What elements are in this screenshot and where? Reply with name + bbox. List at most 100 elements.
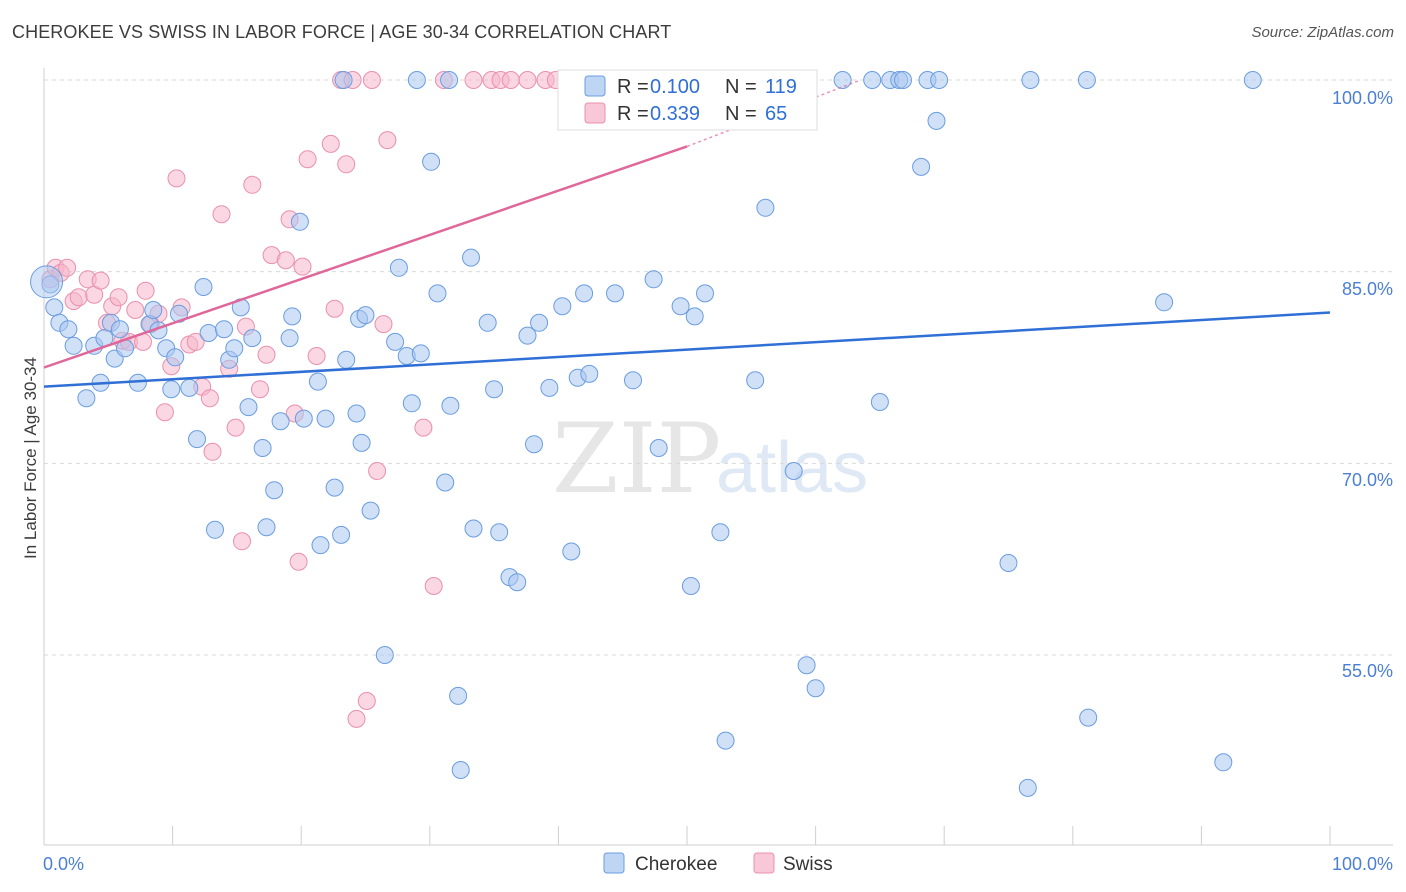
cherokee-point <box>145 302 162 319</box>
cherokee-point <box>216 321 233 338</box>
cherokee-point <box>65 337 82 354</box>
cherokee-point <box>479 314 496 331</box>
legend-r-value-swiss: 0.339 <box>650 103 700 125</box>
cherokee-point <box>31 266 63 298</box>
swiss-point <box>358 693 375 710</box>
y-tick-label-70: 70.0% <box>1342 470 1393 490</box>
legend-r-label-swiss: R = <box>617 103 649 125</box>
swiss-point <box>70 289 87 306</box>
cherokee-point <box>697 285 714 302</box>
cherokee-point <box>452 762 469 779</box>
swiss-point <box>110 289 127 306</box>
cherokee-point <box>390 259 407 276</box>
cherokee-point <box>1156 294 1173 311</box>
cherokee-point <box>1019 779 1036 796</box>
cherokee-point <box>167 349 184 366</box>
swiss-point <box>59 259 76 276</box>
swiss-point <box>415 419 432 436</box>
cherokee-point <box>798 657 815 674</box>
cherokee-point <box>272 413 289 430</box>
cherokee-point <box>717 732 734 749</box>
cherokee-point <box>747 372 764 389</box>
swiss-point <box>227 419 244 436</box>
cherokee-point <box>312 537 329 554</box>
swiss-point <box>127 302 144 319</box>
cherokee-point <box>1000 555 1017 572</box>
swiss-point <box>252 381 269 398</box>
swiss-point <box>156 404 173 421</box>
cherokee-point <box>266 482 283 499</box>
cherokee-point <box>785 463 802 480</box>
cherokee-point <box>491 524 508 541</box>
swiss-point <box>290 553 307 570</box>
bottom-legend-label-cherokee: Cherokee <box>635 854 717 875</box>
y-tick-label-85: 85.0% <box>1342 279 1393 299</box>
swiss-trend-line <box>44 146 687 367</box>
cherokee-point <box>931 72 948 89</box>
watermark-zip: ZIP <box>552 403 721 515</box>
swiss-point <box>168 170 185 187</box>
cherokee-point <box>78 390 95 407</box>
cherokee-point <box>362 502 379 519</box>
cherokee-point <box>509 574 526 591</box>
cherokee-point <box>437 474 454 491</box>
y-axis-label: In Labor Force | Age 30-34 <box>21 357 40 559</box>
cherokee-point <box>295 410 312 427</box>
cherokee-point <box>450 687 467 704</box>
cherokee-point <box>429 285 446 302</box>
bottom-legend-swatch-swiss <box>754 853 774 873</box>
cherokee-point <box>541 379 558 396</box>
bottom-legend-swatch-cherokee <box>604 853 624 873</box>
cherokee-point <box>335 72 352 89</box>
cherokee-point <box>240 399 257 416</box>
cherokee-point <box>111 321 128 338</box>
cherokee-point <box>625 372 642 389</box>
swiss-point <box>258 346 275 363</box>
cherokee-point <box>1078 72 1095 89</box>
cherokee-point <box>207 521 224 538</box>
swiss-point <box>137 282 154 299</box>
swiss-point <box>294 258 311 275</box>
cherokee-point <box>607 285 624 302</box>
swiss-points <box>42 72 564 728</box>
legend-n-label-cherokee: N = <box>725 76 757 98</box>
cherokee-point <box>441 72 458 89</box>
cherokee-point <box>408 72 425 89</box>
cherokee-point <box>895 72 912 89</box>
swiss-point <box>322 135 339 152</box>
cherokee-point <box>834 72 851 89</box>
bottom-legend: Cherokee Swiss <box>604 853 833 875</box>
legend: R = 0.100 N = 119 R = 0.339 N = 65 <box>558 70 817 130</box>
cherokee-point <box>1215 754 1232 771</box>
cherokee-point <box>376 647 393 664</box>
cherokee-point <box>712 524 729 541</box>
swiss-point <box>213 206 230 223</box>
cherokee-point <box>526 436 543 453</box>
swiss-point <box>277 252 294 269</box>
cherokee-point <box>353 434 370 451</box>
cherokee-point <box>189 431 206 448</box>
cherokee-point <box>928 112 945 129</box>
cherokee-point <box>463 249 480 266</box>
cherokee-point <box>645 271 662 288</box>
cherokee-point <box>554 298 571 315</box>
cherokee-point <box>326 479 343 496</box>
grid-layer <box>44 80 1393 655</box>
legend-n-label-swiss: N = <box>725 103 757 125</box>
cherokee-point <box>757 199 774 216</box>
cherokee-point <box>913 158 930 175</box>
cherokee-point <box>284 308 301 325</box>
swiss-point <box>425 578 442 595</box>
swiss-point <box>519 72 536 89</box>
cherokee-point <box>309 373 326 390</box>
swiss-point <box>234 533 251 550</box>
swiss-point <box>201 390 218 407</box>
legend-n-value-cherokee: 119 <box>765 76 797 98</box>
cherokee-point <box>163 381 180 398</box>
cherokee-point <box>200 325 217 342</box>
bottom-legend-label-swiss: Swiss <box>783 854 833 875</box>
swiss-point <box>308 348 325 365</box>
cherokee-point <box>465 520 482 537</box>
cherokee-point <box>244 330 261 347</box>
cherokee-point <box>576 285 593 302</box>
